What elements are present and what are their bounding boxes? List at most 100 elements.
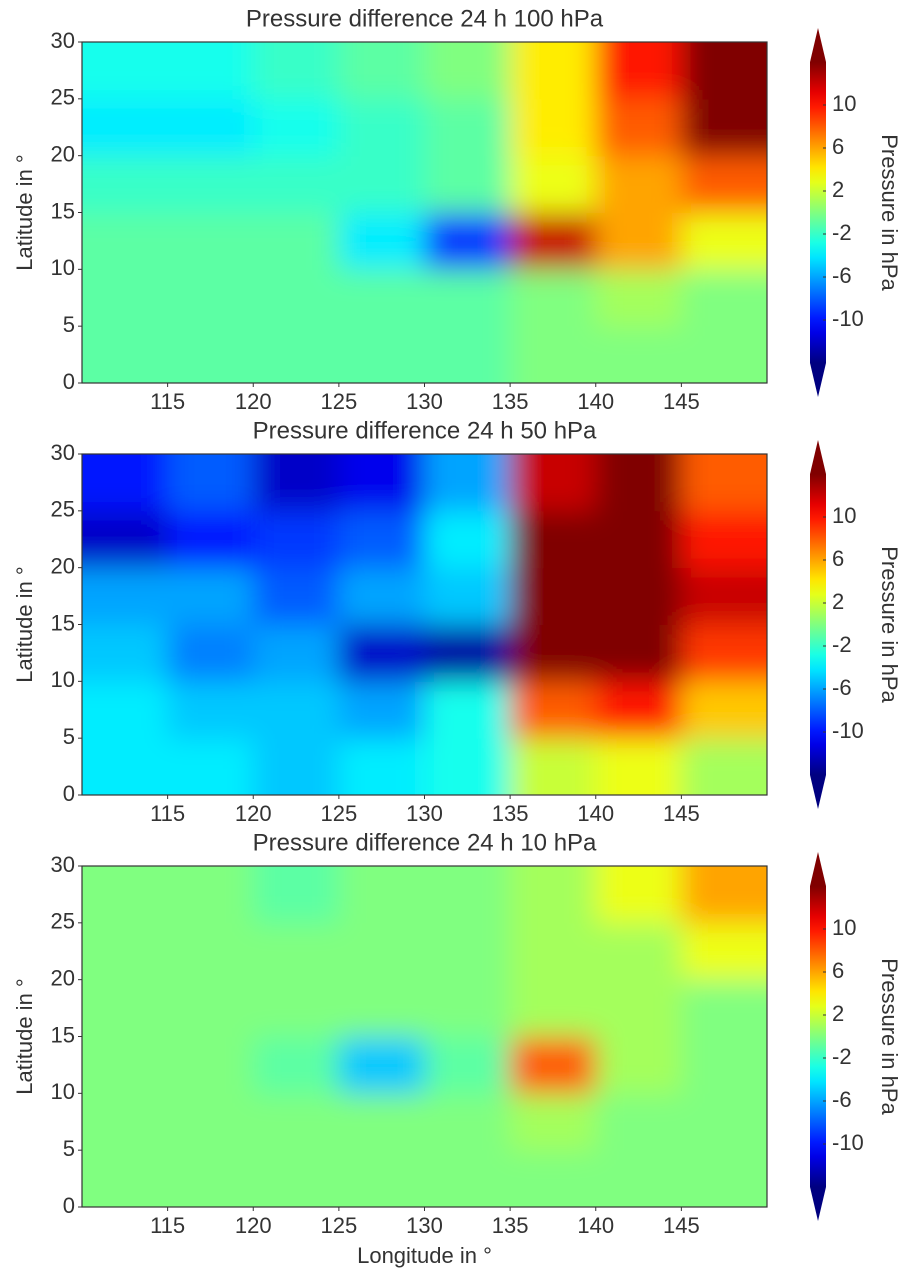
heat-cell xyxy=(253,454,340,512)
heat-cell xyxy=(681,922,767,981)
y-tick-label: 30 xyxy=(51,440,75,465)
heat-cell xyxy=(167,866,254,924)
colorbar-extend-max xyxy=(810,28,826,62)
y-tick-label: 10 xyxy=(51,255,75,280)
heat-cell xyxy=(595,866,682,924)
heat-cell xyxy=(510,269,597,327)
heat-cell xyxy=(424,269,511,327)
x-tick-label: 125 xyxy=(321,1213,358,1238)
heat-cell xyxy=(253,922,340,981)
heat-cell xyxy=(681,624,767,682)
y-tick-label: 5 xyxy=(63,1136,75,1161)
heat-cell xyxy=(253,681,340,739)
colorbar-tick-label: 6 xyxy=(832,958,844,983)
heat-cell xyxy=(167,454,254,512)
heatmap xyxy=(82,866,767,1207)
heat-cell xyxy=(167,922,254,981)
heat-cell xyxy=(167,738,254,795)
heat-cell xyxy=(510,681,597,739)
heatmap xyxy=(82,42,767,383)
x-tick-label: 115 xyxy=(150,1213,185,1238)
heat-cell xyxy=(681,326,767,383)
x-tick-label: 125 xyxy=(321,389,358,414)
x-tick-label: 140 xyxy=(577,389,614,414)
heat-cell xyxy=(338,454,425,512)
colorbar-tick-label: -2 xyxy=(832,1044,852,1069)
heat-cell xyxy=(338,1036,425,1094)
heat-cell xyxy=(595,738,682,795)
heat-cell xyxy=(681,42,767,100)
heat-cell xyxy=(595,1036,682,1094)
heat-cell xyxy=(510,979,597,1037)
x-tick-label: 135 xyxy=(492,801,529,826)
heat-cell xyxy=(510,98,597,157)
heat-cell xyxy=(338,510,425,569)
y-axis-label: Latitude in ° xyxy=(12,566,37,682)
y-tick-label: 15 xyxy=(51,1022,75,1047)
y-tick-label: 15 xyxy=(51,198,75,223)
heat-cell xyxy=(424,98,511,157)
heat-cell xyxy=(338,98,425,157)
heat-cell xyxy=(510,155,597,213)
y-tick-label: 30 xyxy=(51,28,75,53)
heat-cell xyxy=(595,1093,682,1151)
heat-cell xyxy=(595,510,682,569)
colorbar-tick-label: 2 xyxy=(832,177,844,202)
heat-cell xyxy=(510,866,597,924)
heat-cell xyxy=(338,681,425,739)
x-axis-label: Longitude in ° xyxy=(357,1243,492,1268)
heat-cell xyxy=(681,454,767,512)
heat-cell xyxy=(595,567,682,625)
heat-cell xyxy=(253,1036,340,1094)
heat-cell xyxy=(510,454,597,512)
colorbar-extend-min xyxy=(810,1187,826,1221)
heat-cell xyxy=(424,326,511,383)
y-tick-label: 20 xyxy=(51,965,75,990)
heat-cell xyxy=(510,1150,597,1207)
heat-cell xyxy=(82,42,169,100)
heat-cell xyxy=(510,922,597,981)
colorbar-tick-label: 10 xyxy=(832,503,856,528)
heat-cell xyxy=(338,1150,425,1207)
y-tick-label: 20 xyxy=(51,141,75,166)
heat-cell xyxy=(595,269,682,327)
heat-cell xyxy=(167,567,254,625)
x-tick-label: 130 xyxy=(406,1213,443,1238)
heat-cell xyxy=(681,510,767,569)
colorbar-tick-label: -10 xyxy=(832,306,864,331)
x-tick-label: 115 xyxy=(150,801,185,826)
colorbar-label: Pressure in hPa xyxy=(877,134,902,291)
y-tick-label: 10 xyxy=(51,1079,75,1104)
heat-cell xyxy=(424,979,511,1037)
heat-cell xyxy=(681,567,767,625)
heat-cell xyxy=(424,922,511,981)
colorbar-tick-label: 6 xyxy=(832,134,844,159)
colorbar-tick-label: -10 xyxy=(832,1130,864,1155)
heat-cell xyxy=(338,738,425,795)
heat-cell xyxy=(82,738,169,795)
colorbar: -10 -6 -2 2 6 10 xyxy=(810,852,864,1221)
chart-title: Pressure difference 24 h 100 hPa xyxy=(246,5,604,32)
heat-cell xyxy=(167,979,254,1037)
colorbar-tick-label: 10 xyxy=(832,915,856,940)
y-tick-label: 20 xyxy=(51,553,75,578)
x-tick-label: 140 xyxy=(577,801,614,826)
colorbar-label: Pressure in hPa xyxy=(877,546,902,703)
heat-cell xyxy=(82,866,169,924)
heat-cell xyxy=(681,155,767,213)
heat-cell xyxy=(595,979,682,1037)
colorbar-tick-label: -10 xyxy=(832,718,864,743)
heat-cell xyxy=(681,866,767,924)
heat-cell xyxy=(595,326,682,383)
y-tick-label: 25 xyxy=(51,497,75,522)
heatmap-cells xyxy=(82,42,767,383)
heat-cell xyxy=(338,922,425,981)
heat-cell xyxy=(253,42,340,100)
heat-cell xyxy=(681,269,767,327)
heat-cell xyxy=(253,98,340,157)
heat-cell xyxy=(253,866,340,924)
colorbar-tick-label: 6 xyxy=(832,546,844,571)
x-tick-label: 140 xyxy=(577,1213,614,1238)
y-tick-label: 5 xyxy=(63,312,75,337)
heat-cell xyxy=(82,1150,169,1207)
